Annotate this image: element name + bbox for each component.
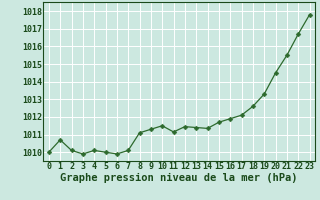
X-axis label: Graphe pression niveau de la mer (hPa): Graphe pression niveau de la mer (hPa) (60, 173, 298, 183)
